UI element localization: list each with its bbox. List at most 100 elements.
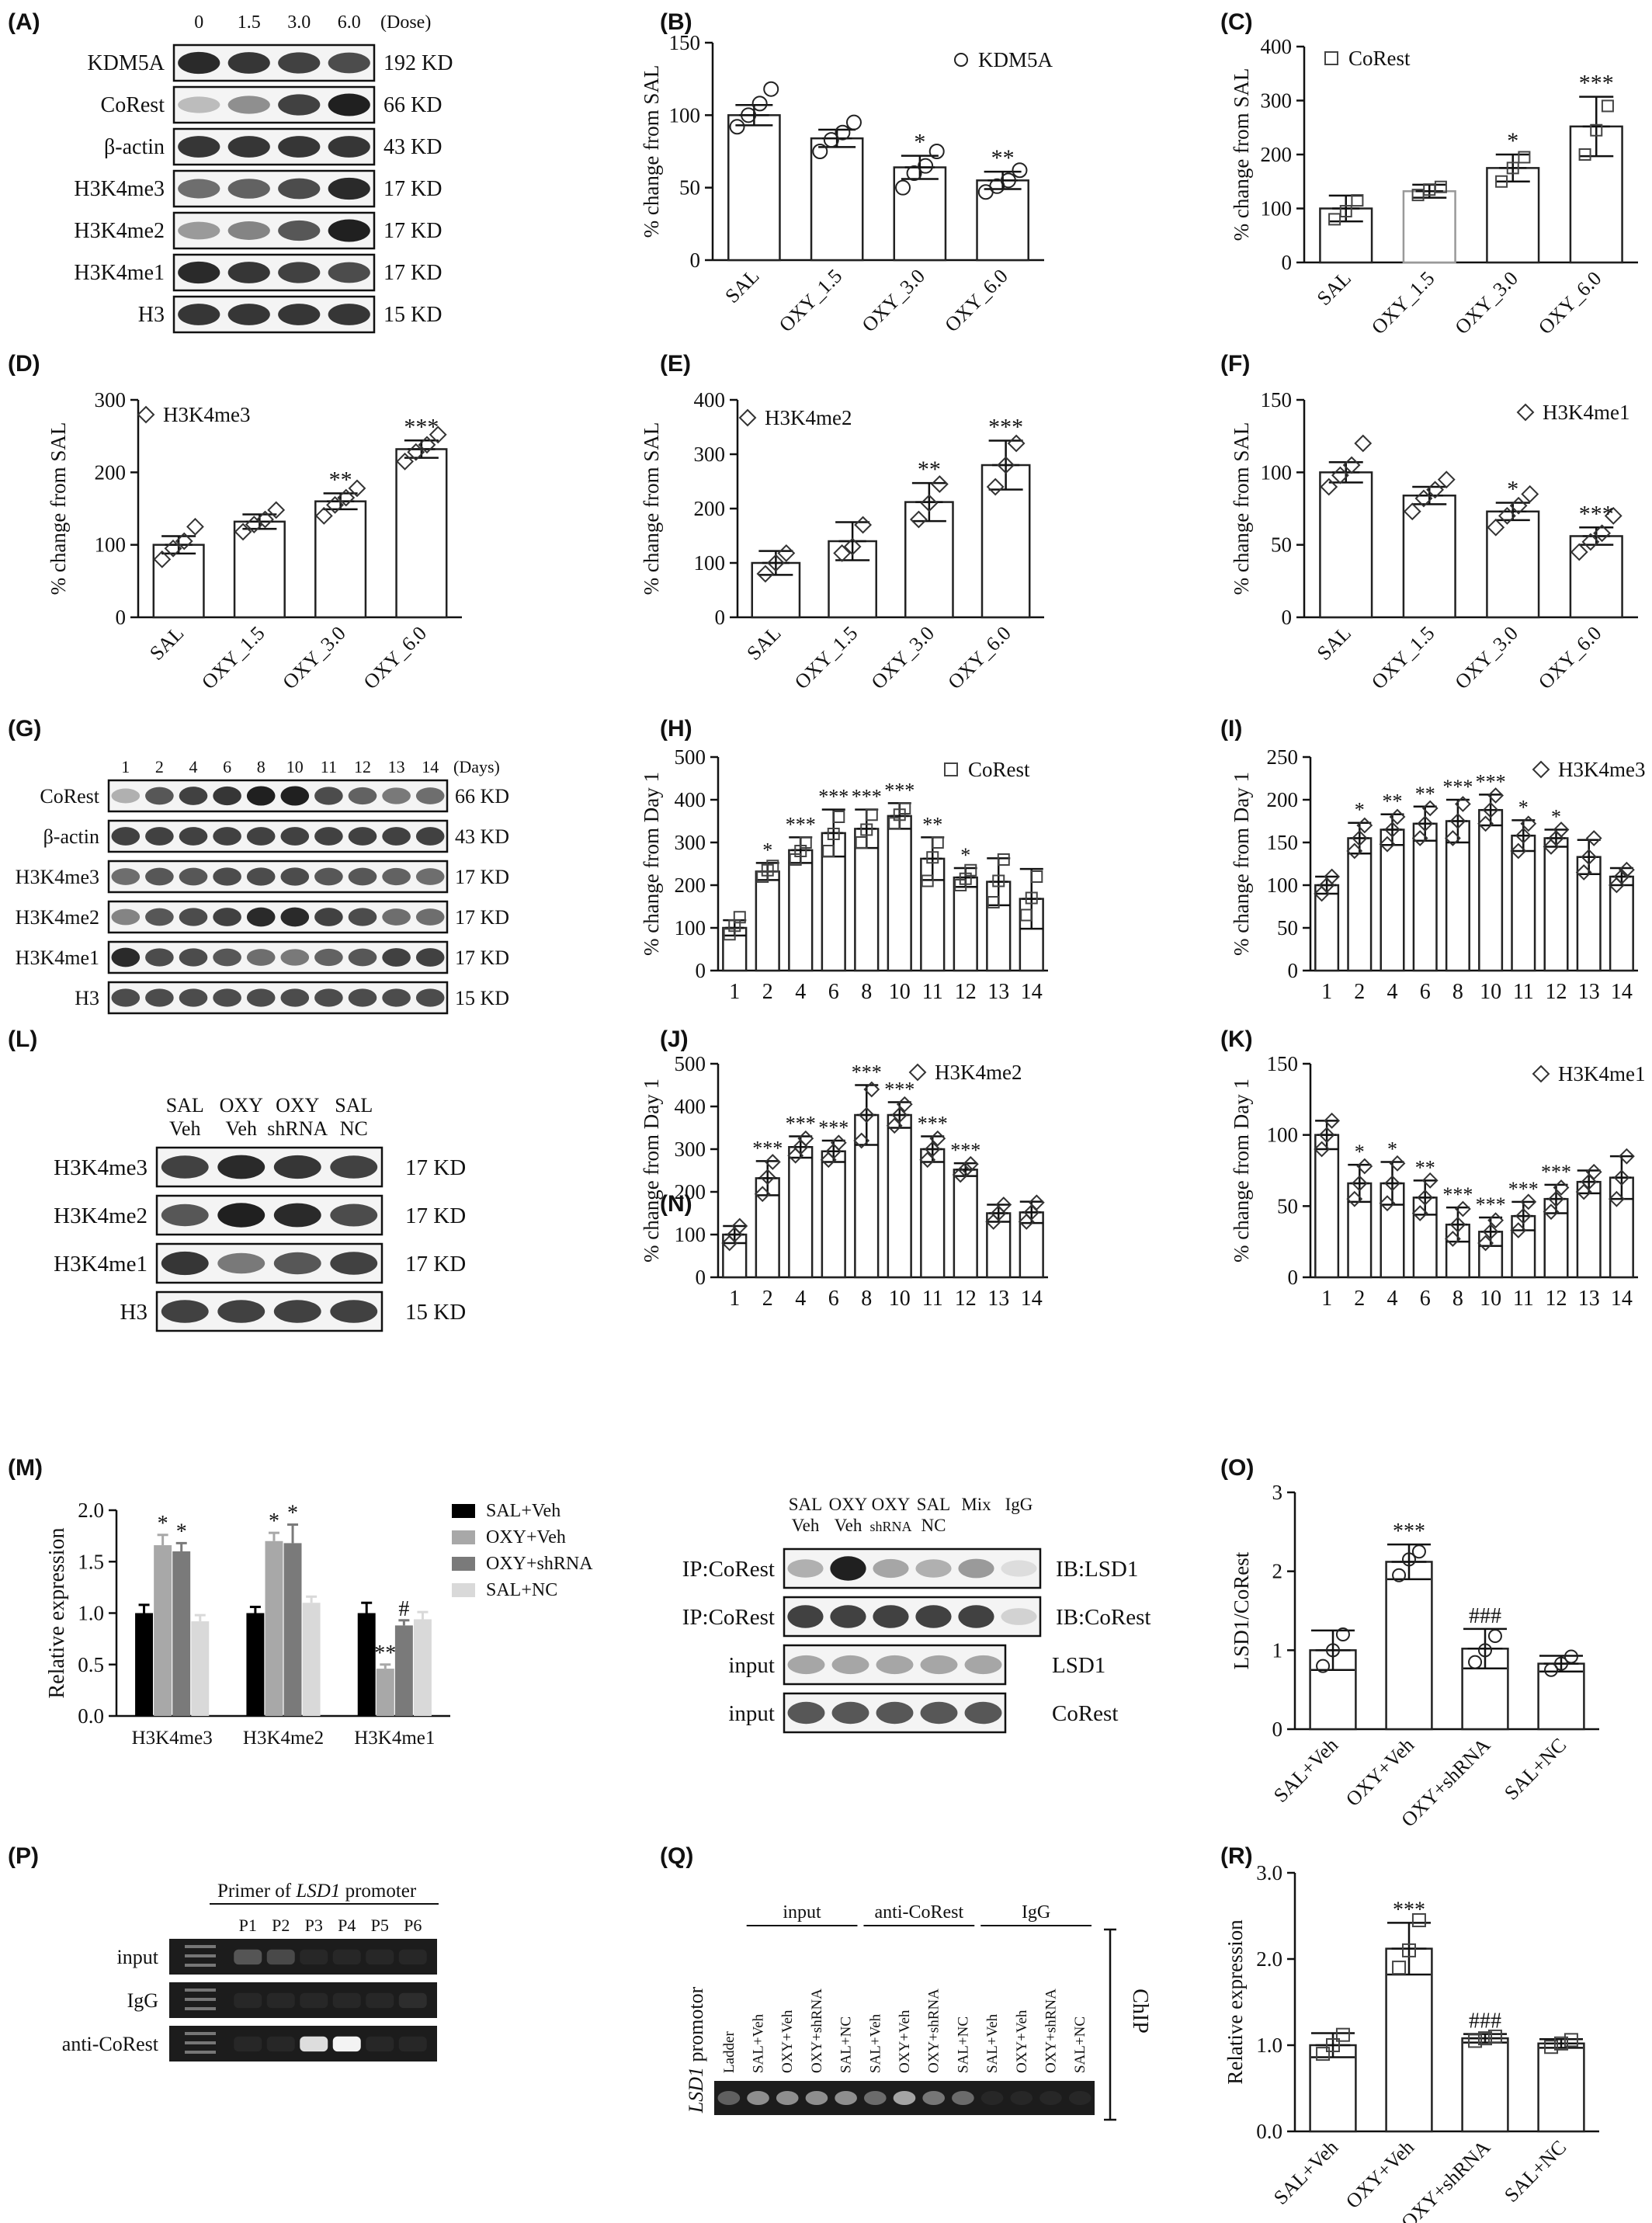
x-tick-label: 14 [1611,1287,1633,1311]
x-tick-label: OXY_3.0 [858,265,930,337]
data-point [997,456,1015,474]
data-point [1553,821,1570,838]
significance-mark: * [287,1502,298,1526]
x-tick-label: SAL+NC [1500,1734,1570,1804]
lane-label: Veh [169,1117,200,1140]
data-point [921,874,934,887]
y-axis-title: % change from Day 1 [640,772,663,956]
data-point [987,896,1000,908]
gel-band [1010,2091,1033,2105]
bar [854,828,880,972]
data-point [1608,1190,1625,1207]
panel-Q-chip-gel: input anti-CoRest IgG Ladder SAL+Veh OXY+Veh O… [685,1902,1152,2121]
data-point [843,537,862,556]
blot-band [273,1252,321,1275]
panel-label-R: (R) [1220,1843,1253,1869]
gel-frame [169,1939,437,1975]
molecular-weight-label: 192 KD [384,51,453,75]
blot-band [330,1204,378,1227]
data-point [1515,827,1532,844]
day-label: 12 [354,757,371,776]
blot-band [831,1701,869,1725]
data-point [1506,162,1519,175]
blot-band [278,220,321,241]
bar [395,448,448,619]
x-tick-label: 10 [1480,1287,1501,1311]
blot-band [217,1155,266,1179]
lane-label: SAL+NC [838,2016,855,2073]
data-point [854,516,873,534]
gel-band [863,2091,887,2105]
panel-G-western-blot: 1 2 4 6 8 10 11 12 13 14 (Days)CoRest 66 KDβ-actin 4… [16,757,509,1015]
data-point [1025,891,1038,905]
x-tick-label: 2 [762,980,773,1004]
chart-R: 0.0 1.0 2.0 3.0 Relative expression SAL+Veh **… [1223,1861,1599,2223]
blot-band [213,988,241,1007]
day-label: 14 [422,757,439,776]
blot-frame [783,1644,1007,1686]
lane-label: Ladder [721,2031,738,2073]
blot-band [178,136,220,158]
x-tick-label: 6 [1420,980,1431,1004]
panel-P-pcr-gel: Primer of LSD1 promoter P1 P2 P3 P4 P5 P6 input… [62,1881,439,2061]
data-point [898,802,911,815]
y-tick-label: 0.5 [78,1653,104,1676]
y-tick-label: 300 [675,831,706,854]
molecular-weight-label: 17 KD [405,1155,466,1180]
blot-band [246,827,276,846]
data-point [1421,1172,1439,1189]
molecular-weight-label: 66 KD [455,785,509,808]
y-axis-title: Relative expression [45,1527,69,1698]
data-point [267,501,286,519]
bar [810,137,864,262]
data-point [886,1117,903,1134]
blot-band [873,1558,909,1579]
data-point [1389,1155,1406,1172]
chart-D: 0 100 200 300 % change from SAL SAL OXY_1.5 ** O… [47,388,462,693]
ladder-band [185,1964,216,1967]
blot-band [278,178,321,200]
y-tick-label: 0 [690,248,701,272]
data-point [756,564,775,583]
lane-label: SAL+Veh [984,2013,1001,2073]
lane-label: OXY [829,1495,868,1514]
lane-label: SAL [917,1495,950,1514]
blot-band [111,947,141,967]
data-point [1324,1112,1341,1129]
significance-mark: ### [1469,2009,1501,2034]
legend-label: H3K4me1 [1558,1062,1645,1085]
data-point [1578,148,1591,161]
blot-band [328,304,370,325]
lane-label: OXY+shRNA [809,1989,825,2073]
y-axis-title: LSD1/CoRest [1230,1551,1253,1669]
data-point [954,53,968,67]
blot-band [278,52,321,74]
blot-band [145,908,174,926]
blot-band [915,1605,952,1628]
gel-band [332,2036,361,2052]
bar [265,1540,283,1716]
gel-band [234,2036,262,2052]
data-point [1516,403,1535,422]
data-point [1421,800,1439,817]
data-point [1417,815,1434,832]
x-tick-label: 10 [889,1287,911,1311]
primer-label: P2 [272,1916,290,1935]
significance-mark: * [1507,128,1518,154]
blot-band [314,787,343,805]
y-axis-title: % change from SAL [1230,68,1253,241]
chart-B: 0 50 100 150 % change from SAL SAL OXY_1.5 * OXY… [640,31,1053,336]
data-point [175,532,193,551]
y-tick-label: 0 [1272,1718,1283,1741]
y-tick-label: 50 [1277,916,1298,940]
ladder-band [185,1945,216,1948]
bar [920,1148,946,1279]
blot-band [111,908,141,926]
bar [755,870,780,972]
data-point [1468,1655,1483,1669]
significance-mark: *** [1476,1193,1506,1216]
y-tick-label: 200 [694,497,726,520]
molecular-weight-label: 17 KD [384,219,442,243]
